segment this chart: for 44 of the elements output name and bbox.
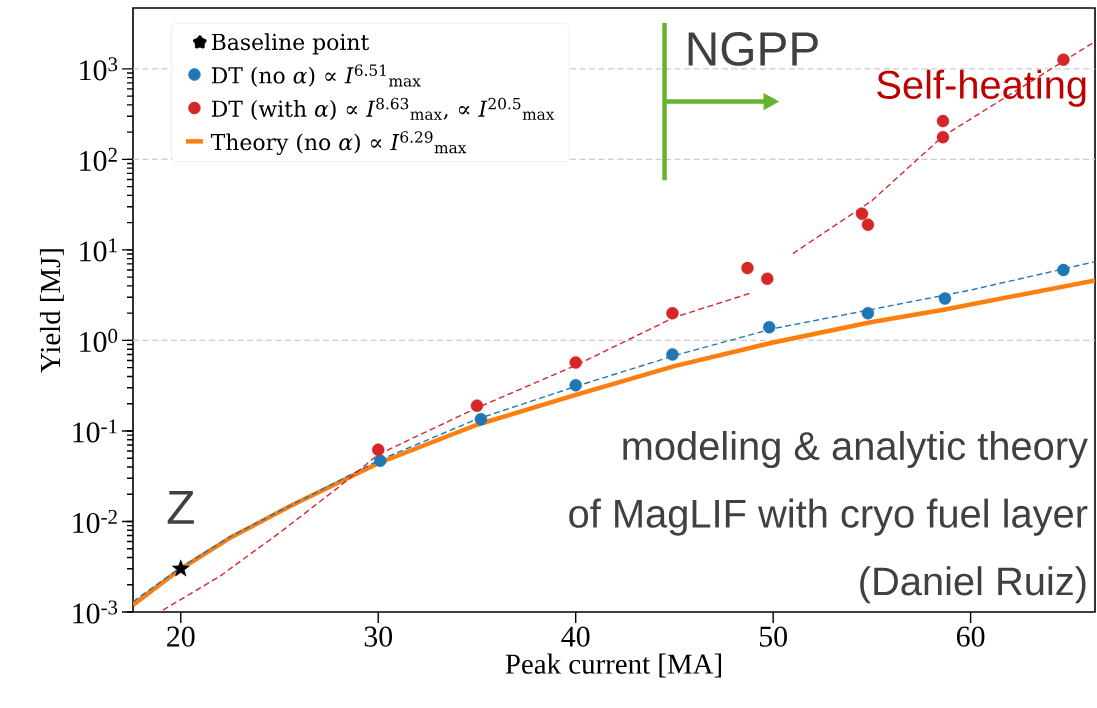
y-axis-title: Yield [MJ] [39,249,64,373]
y-tick-label: 10$^{-1}$ [73,419,117,443]
point [763,321,776,334]
point [470,399,484,412]
point [855,207,869,221]
point [741,261,754,275]
annotation: Self-heating [877,69,1086,107]
point [936,130,950,144]
point [1057,53,1070,66]
legend-label: Theory (no α) ∝ I$^{6.29}$max [210,131,467,155]
text: DT (with α) ∝ I$^{8.63}$$_{max}$, ∝ I$^{20.5}$max [211,97,555,121]
point [938,292,952,305]
annotation: modeling & analytic theory [623,430,1088,469]
point [666,348,679,361]
point [666,306,679,320]
point [372,443,385,456]
annotation: Z [167,490,194,524]
legend-label: DT (no α) ∝ I$^{6.51}$max [211,64,421,87]
point [474,412,488,426]
point [374,454,387,467]
y-tick-label: 10$^{3}$ [80,57,118,81]
x-tick-label: 20 [167,626,195,647]
point [861,218,875,231]
annotation: (Daniel Ruiz) [860,566,1086,604]
x-axis-title: Peak current [MA] [505,653,721,678]
x-tick-label: 40 [561,626,590,647]
annotation: of MagLIF with cryo fuel layer [569,498,1088,536]
y-tick-label: 10$^{2}$ [80,147,117,171]
point [761,272,774,285]
y-tick-label: 10$^{1}$ [80,238,117,262]
point [936,114,950,128]
x-tick-label: 30 [364,626,393,647]
legend-label: Baseline point [211,33,370,55]
x-tick-label: 50 [759,626,787,647]
point [861,306,875,320]
point [1057,263,1070,277]
y-tick-label: 10$^{0}$ [80,328,118,353]
y-tick-label: 10$^{-3}$ [73,600,118,624]
point [569,356,582,369]
ref-line-label: NGPP [688,31,818,66]
point [569,379,582,392]
y-tick-label: 10$^{-2}$ [73,509,117,534]
point [171,559,190,577]
x-tick-label: 60 [956,626,985,647]
